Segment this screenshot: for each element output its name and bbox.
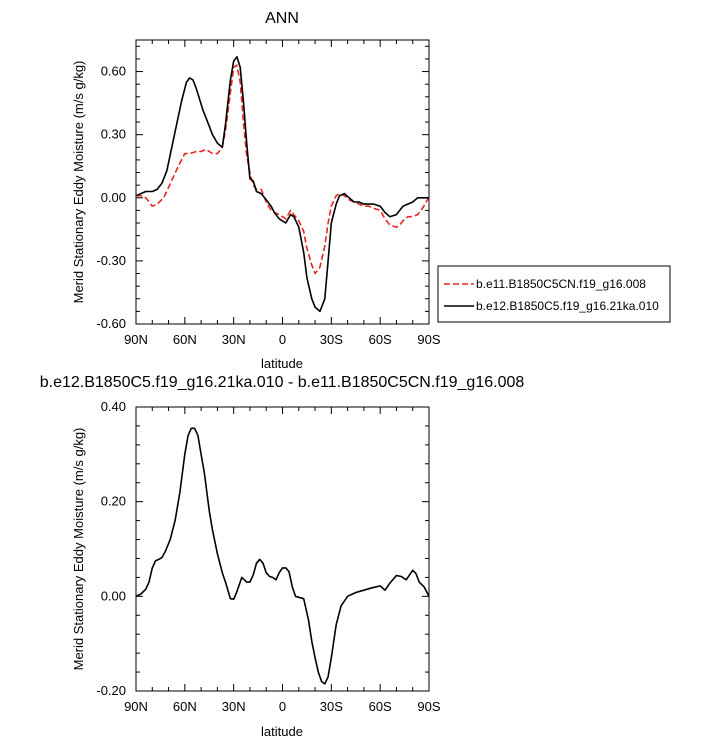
tick-labels: 90N 60N 30N 0 30S 60S 90S 0.60 0.30 0.00 -0.30 -0.6…	[96, 64, 441, 347]
y-axis-label: Merid Stationary Eddy Moisture (m/s g/kg…	[71, 61, 86, 304]
x-tick-label: 30S	[320, 332, 343, 347]
chart-bottom: b.e12.B1850C5.f19_g16.21ka.010 - b.e11.B…	[40, 374, 525, 739]
x-axis-label: latitude	[261, 724, 303, 739]
series-line-1	[136, 64, 430, 275]
tick-labels: 90N 60N 30N 0 30S 60S 90S 0.40 0.20 0.00 -0.20	[96, 399, 441, 714]
x-tick-label: 90S	[417, 699, 440, 714]
tick-marks	[135, 40, 430, 325]
series-lines	[135, 427, 430, 685]
y-tick-label: 0.30	[101, 127, 126, 142]
x-tick-label: 30N	[222, 332, 246, 347]
y-tick-label: -0.60	[96, 316, 126, 331]
y-tick-label: 0.60	[101, 64, 126, 79]
x-tick-label: 60S	[369, 332, 392, 347]
x-tick-label: 0	[279, 332, 286, 347]
y-tick-label: 0.20	[101, 494, 126, 509]
chart-title: ANN	[265, 10, 299, 27]
series-line-1	[135, 427, 430, 685]
x-tick-label: 0	[279, 699, 286, 714]
x-tick-label: 90N	[124, 332, 148, 347]
x-tick-label: 60N	[173, 332, 197, 347]
series-lines	[135, 56, 430, 313]
x-tick-label: 90S	[417, 332, 440, 347]
legend-box	[437, 265, 671, 323]
x-tick-label: 60S	[369, 699, 392, 714]
series-line-2	[135, 56, 429, 313]
x-tick-label: 60N	[173, 699, 197, 714]
legend-label-series-1: b.e11.B1850C5CN.f19_g16.008	[476, 277, 646, 291]
chart-top: ANN 90N 60N 30N 0 30S 60S 90S 0.60 0.30 0.00 -0.30…	[71, 10, 671, 371]
y-tick-label: 0.00	[101, 588, 126, 603]
x-tick-label: 90N	[124, 699, 148, 714]
x-axis-label: latitude	[261, 356, 303, 371]
y-tick-label: 0.40	[101, 399, 126, 414]
legend-label-series-2: b.e12.B1850C5.f19_g16.21ka.010	[476, 299, 659, 313]
chart-title: b.e12.B1850C5.f19_g16.21ka.010 - b.e11.B…	[40, 374, 525, 391]
plot-frame	[135, 39, 430, 325]
x-tick-label: 30N	[222, 699, 246, 714]
tick-marks	[135, 406, 430, 692]
legend: b.e11.B1850C5CN.f19_g16.008 b.e12.B1850C…	[437, 265, 671, 323]
plot-frame	[135, 406, 430, 692]
y-tick-label: -0.20	[96, 683, 126, 698]
y-tick-label: -0.30	[96, 253, 126, 268]
x-tick-label: 30S	[320, 699, 343, 714]
y-tick-label: 0.00	[101, 190, 126, 205]
y-axis-label: Merid Stationary Eddy Moisture (m/s g/kg…	[71, 428, 86, 671]
